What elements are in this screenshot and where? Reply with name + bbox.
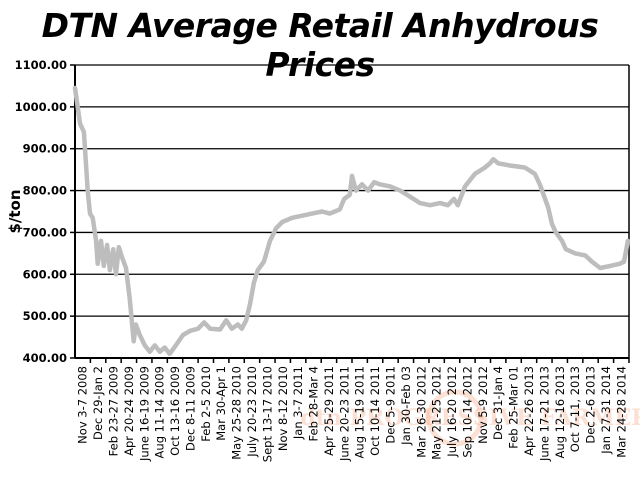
x-tick-label: Apr 25-29 2011 [322, 366, 336, 456]
x-tick-label: Oct 7-11, 2013 [568, 366, 582, 452]
x-tick-label: June 16-19 2009 [137, 366, 151, 462]
x-tick-label: Sept 13-17 2010 [260, 366, 274, 462]
x-tick-label: July 20-23 2010 [245, 366, 259, 458]
watermark-circle-icon [426, 389, 484, 447]
x-tick-label: May 21-25 2012 [430, 366, 444, 460]
x-tick-label: June 17-21 2013 [537, 366, 551, 462]
x-tick-label: Feb 23-27 2009 [106, 366, 120, 456]
x-tick-label: Feb 28-Mar 4 [307, 366, 321, 441]
y-tick-label: 700.00 [23, 225, 67, 239]
x-tick-label: Jan 30-Feb 03 [399, 366, 413, 446]
y-tick-label: 500.00 [23, 309, 67, 323]
x-tick-label: Aug 12-16 2013 [553, 366, 567, 458]
x-tick-label: Nov 8-12 2010 [276, 366, 290, 451]
x-tick-label: Feb 2-5 2010 [199, 366, 213, 442]
x-tick-label: Dec 2-6 2013 [584, 366, 598, 444]
y-tick-label: 1100.00 [15, 58, 67, 72]
x-tick-label: Dec 29-Jan 2 [91, 366, 105, 440]
x-tick-label: Jan 3-7 2011 [291, 366, 305, 440]
x-tick-label: Feb 25-Mar 01 [507, 366, 521, 449]
x-tick-label: Jan 27-31 2014 [599, 366, 613, 455]
x-tick-label: Dec 31-Jan 4 [491, 366, 505, 440]
x-tick-label: Sep 10-14 2012 [460, 366, 474, 458]
x-tick-label: July 16-20 2012 [445, 366, 459, 458]
x-tick-label: Apr 22-26 2013 [522, 366, 536, 456]
watermark-logo: dtn PROGRESSIVE FARMER [300, 405, 640, 431]
y-tick-label: 600.00 [23, 267, 67, 281]
x-tick-label: Oct 10-14 2011 [368, 366, 382, 456]
y-tick-label: 900.00 [23, 142, 67, 156]
y-axis-label: $/ton [6, 189, 24, 233]
x-tick-label: Mar 26-30 2012 [414, 366, 428, 458]
x-tick-label: Aug 11-14 2009 [153, 366, 167, 458]
y-tick-label: 1000.00 [15, 100, 67, 114]
x-tick-label: Dec 8-11 2009 [183, 366, 197, 451]
x-tick-label: Aug 15-19 2011 [353, 366, 367, 458]
x-tick-label: Dec 5-9 2011 [383, 366, 397, 444]
x-tick-label: May 25-28 2010 [230, 366, 244, 460]
y-tick-label: 400.00 [23, 351, 67, 365]
x-tick-label: Mar 30-Apr 1 [214, 366, 228, 441]
x-tick-label: June 20-23 2011 [337, 366, 351, 462]
x-tick-label: Mar 24-28 2014 [614, 366, 628, 458]
x-tick-label: Apr 20-24 2009 [122, 366, 136, 456]
x-tick-label: Oct 13-16 2009 [168, 366, 182, 456]
x-tick-label: Nov 3-7 2008 [76, 366, 90, 444]
x-tick-label: Nov 5-9 2012 [476, 366, 490, 444]
price-line [72, 85, 631, 357]
y-tick-label: 800.00 [23, 184, 67, 198]
